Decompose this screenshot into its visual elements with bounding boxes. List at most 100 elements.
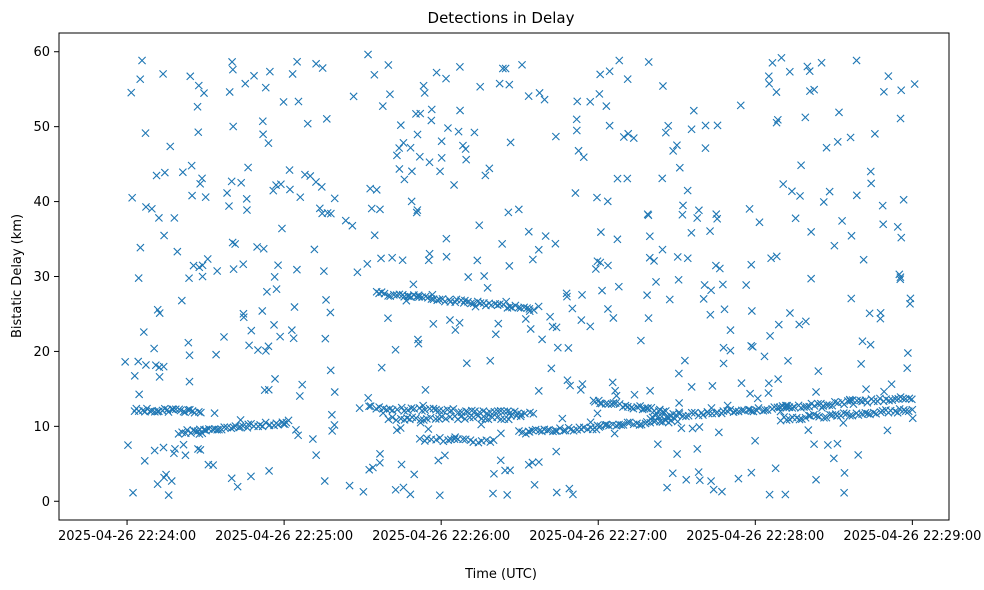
detection-point <box>651 411 660 420</box>
detection-point <box>300 170 309 179</box>
detection-point <box>896 114 905 123</box>
detection-point <box>150 446 159 455</box>
detection-point <box>407 404 416 413</box>
detection-point <box>658 174 667 183</box>
detection-point <box>455 318 464 327</box>
detection-point <box>891 407 900 416</box>
detection-point <box>310 245 319 254</box>
detection-point <box>771 464 780 473</box>
detection-point <box>276 180 285 189</box>
detection-point <box>664 121 673 130</box>
detection-point <box>404 292 413 301</box>
detection-point <box>272 285 281 294</box>
detection-point <box>501 466 510 475</box>
detection-point <box>876 314 885 323</box>
detection-point <box>879 220 888 229</box>
detection-point <box>380 289 389 298</box>
detection-point <box>810 85 819 94</box>
detection-point <box>535 426 544 435</box>
detection-point <box>412 208 421 217</box>
detection-point <box>444 436 453 445</box>
detection-point <box>392 426 401 435</box>
detection-point <box>419 81 428 90</box>
detection-point <box>876 308 885 317</box>
detection-point <box>596 422 605 431</box>
detection-point <box>365 402 373 411</box>
detection-point <box>198 272 207 281</box>
detection-point <box>526 324 535 333</box>
detection-point <box>623 174 632 183</box>
detection-point <box>596 258 605 267</box>
detection-point <box>847 231 856 240</box>
detection-point <box>265 466 274 475</box>
detection-point <box>687 228 696 237</box>
detection-point <box>908 414 917 423</box>
detection-point <box>551 426 560 435</box>
detection-point <box>586 322 595 331</box>
detection-point <box>644 314 653 323</box>
detection-point <box>437 412 446 421</box>
detection-point <box>491 330 500 339</box>
detection-point <box>879 87 888 96</box>
detection-point <box>497 415 506 424</box>
detection-point <box>717 487 726 496</box>
detection-point <box>481 171 490 180</box>
detection-point <box>169 449 178 458</box>
detection-point <box>138 56 147 65</box>
detection-point <box>675 163 684 172</box>
detection-point <box>846 133 855 142</box>
detection-point <box>687 408 696 417</box>
detection-point <box>330 194 339 203</box>
detection-point <box>365 465 374 474</box>
detection-point <box>852 191 861 200</box>
detection-point <box>774 375 783 384</box>
detection-point <box>548 322 557 331</box>
detection-point <box>395 144 404 153</box>
detection-point <box>443 124 452 133</box>
detection-point <box>178 168 187 177</box>
detection-point <box>658 82 667 91</box>
detection-point <box>766 331 775 340</box>
detection-point <box>259 244 268 253</box>
detection-point <box>833 411 842 420</box>
detection-point <box>434 456 443 465</box>
detection-point <box>327 410 336 419</box>
detection-point <box>555 424 564 433</box>
detection-point <box>704 409 713 418</box>
detection-point <box>385 90 394 99</box>
detection-point <box>194 128 203 137</box>
detection-point <box>707 477 716 486</box>
detection-point <box>441 414 450 423</box>
detection-point <box>501 64 510 73</box>
detection-point <box>431 414 440 423</box>
detection-point <box>603 304 612 313</box>
detection-point <box>903 349 912 358</box>
detection-point <box>160 473 169 482</box>
detection-point <box>572 126 581 135</box>
detection-point <box>312 59 321 68</box>
detection-point <box>425 158 434 167</box>
detection-point <box>753 394 762 403</box>
detection-point <box>460 414 469 423</box>
detection-point <box>341 216 350 225</box>
y-tick-label: 0 <box>42 495 50 510</box>
detection-point <box>227 424 236 433</box>
detection-point <box>413 130 422 139</box>
detection-point <box>534 386 543 395</box>
detection-point <box>833 137 842 146</box>
detection-point <box>368 463 377 472</box>
detection-point <box>294 431 303 440</box>
detection-point <box>239 313 248 322</box>
detection-point <box>474 412 483 420</box>
detection-point <box>414 291 423 300</box>
detection-point <box>437 137 446 146</box>
detection-point <box>185 351 194 360</box>
detection-point <box>303 119 312 128</box>
detection-point <box>159 362 168 371</box>
detection-point <box>287 326 296 335</box>
detection-point <box>141 360 150 369</box>
detection-point <box>166 142 175 151</box>
detection-point <box>264 385 273 394</box>
detection-point <box>496 406 505 415</box>
detection-point <box>613 174 622 183</box>
